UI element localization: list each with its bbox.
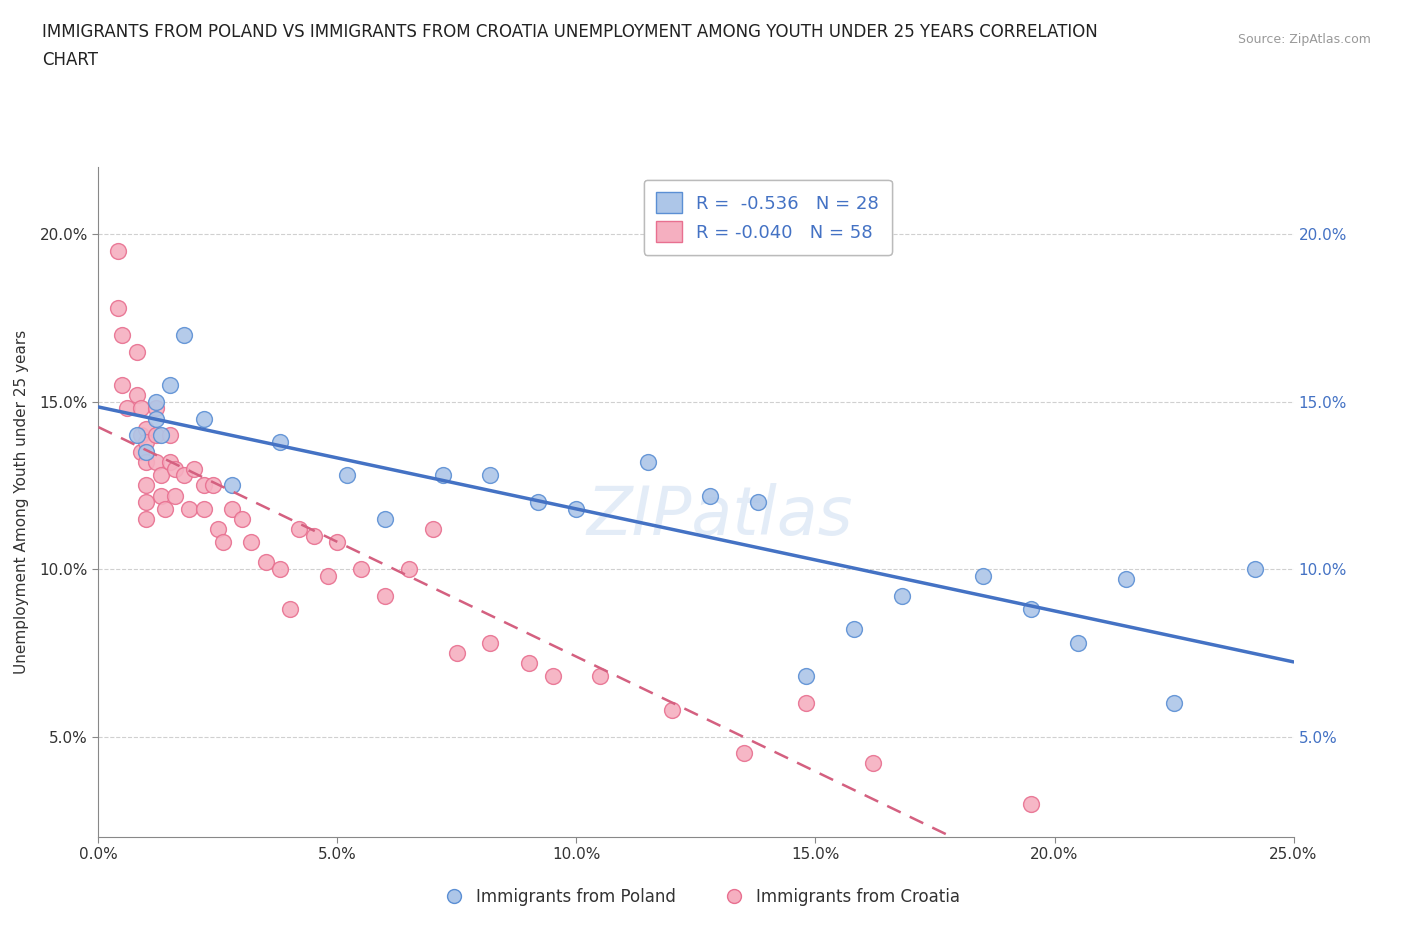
Point — [479, 468, 502, 483]
Point — [350, 562, 373, 577]
Point — [135, 434, 157, 449]
Point — [155, 501, 177, 516]
Point — [517, 656, 540, 671]
Point — [107, 300, 129, 315]
Point — [254, 555, 277, 570]
Point — [589, 669, 612, 684]
Point — [145, 394, 167, 409]
Legend: Immigrants from Poland, Immigrants from Croatia: Immigrants from Poland, Immigrants from … — [440, 881, 966, 912]
Point — [173, 468, 195, 483]
Point — [125, 344, 148, 359]
Point — [1244, 562, 1267, 577]
Point — [135, 445, 157, 459]
Point — [432, 468, 454, 483]
Point — [111, 327, 134, 342]
Point — [1067, 635, 1090, 650]
Point — [145, 411, 167, 426]
Point — [747, 495, 769, 510]
Legend: R =  -0.536   N = 28, R = -0.040   N = 58: R = -0.536 N = 28, R = -0.040 N = 58 — [644, 179, 891, 255]
Point — [107, 244, 129, 259]
Point — [135, 495, 157, 510]
Point — [479, 635, 502, 650]
Point — [149, 428, 172, 443]
Point — [193, 501, 215, 516]
Point — [288, 522, 311, 537]
Point — [1019, 602, 1042, 617]
Point — [302, 528, 325, 543]
Point — [326, 535, 349, 550]
Point — [149, 488, 172, 503]
Point — [269, 562, 291, 577]
Point — [221, 478, 243, 493]
Point — [336, 468, 359, 483]
Point — [202, 478, 225, 493]
Point — [972, 568, 994, 583]
Point — [240, 535, 263, 550]
Point — [131, 428, 153, 443]
Point — [699, 488, 721, 503]
Point — [637, 455, 659, 470]
Point — [183, 461, 205, 476]
Point — [842, 622, 865, 637]
Point — [159, 455, 181, 470]
Point — [135, 512, 157, 526]
Point — [145, 428, 167, 443]
Point — [115, 401, 138, 416]
Point — [131, 445, 153, 459]
Point — [316, 568, 339, 583]
Point — [565, 501, 588, 516]
Point — [207, 522, 229, 537]
Point — [111, 378, 134, 392]
Point — [145, 401, 167, 416]
Point — [193, 411, 215, 426]
Point — [149, 468, 172, 483]
Point — [794, 669, 817, 684]
Point — [269, 434, 291, 449]
Y-axis label: Unemployment Among Youth under 25 years: Unemployment Among Youth under 25 years — [14, 330, 28, 674]
Point — [862, 756, 884, 771]
Point — [135, 478, 157, 493]
Point — [422, 522, 444, 537]
Point — [125, 388, 148, 403]
Point — [135, 455, 157, 470]
Point — [1019, 796, 1042, 811]
Point — [159, 378, 181, 392]
Point — [163, 461, 186, 476]
Text: IMMIGRANTS FROM POLAND VS IMMIGRANTS FROM CROATIA UNEMPLOYMENT AMONG YOUTH UNDER: IMMIGRANTS FROM POLAND VS IMMIGRANTS FRO… — [42, 23, 1098, 41]
Point — [527, 495, 550, 510]
Point — [221, 501, 243, 516]
Point — [1163, 696, 1185, 711]
Point — [163, 488, 186, 503]
Point — [374, 589, 396, 604]
Point — [1115, 572, 1137, 587]
Text: CHART: CHART — [42, 51, 98, 69]
Point — [794, 696, 817, 711]
Point — [278, 602, 301, 617]
Point — [131, 401, 153, 416]
Point — [135, 421, 157, 436]
Point — [159, 428, 181, 443]
Point — [179, 501, 201, 516]
Text: ZIPatlas: ZIPatlas — [586, 483, 853, 549]
Point — [231, 512, 253, 526]
Point — [173, 327, 195, 342]
Point — [446, 645, 468, 660]
Point — [890, 589, 912, 604]
Point — [398, 562, 420, 577]
Point — [733, 746, 755, 761]
Point — [125, 428, 148, 443]
Point — [211, 535, 233, 550]
Point — [193, 478, 215, 493]
Point — [661, 702, 683, 717]
Point — [374, 512, 396, 526]
Point — [145, 455, 167, 470]
Text: Source: ZipAtlas.com: Source: ZipAtlas.com — [1237, 33, 1371, 46]
Point — [541, 669, 564, 684]
